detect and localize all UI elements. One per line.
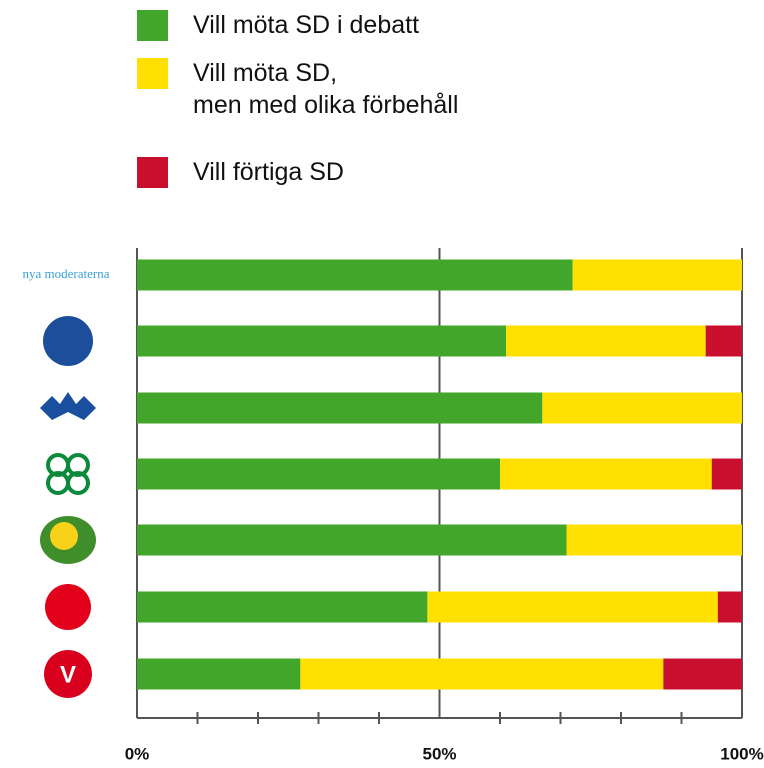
bar-segment [137,392,543,424]
x-tick-label: 0% [125,744,150,763]
x-tick-label: 50% [422,744,456,763]
bar-segment [137,325,507,357]
bar-segment [506,325,706,357]
bar-segment [542,392,742,424]
category-label: nya moderaterna [23,266,110,281]
bar-segment [137,259,573,291]
logo: V [60,661,76,688]
x-tick-label: 100% [720,744,763,763]
bar-segment [137,458,500,490]
bar-segment [566,524,742,556]
bar-segment [663,658,742,690]
logo [45,584,91,630]
logo [43,316,93,366]
bar-segment [137,658,301,690]
bar-segment [300,658,664,690]
legend-label: Vill förtiga SD [193,158,344,186]
bar-segment [717,591,742,623]
logo [50,522,78,550]
legend-label: Vill möta SD, men med olika förbehåll [193,59,459,119]
logo [46,453,90,495]
bar-segment [500,458,712,490]
bar-segment [427,591,718,623]
legend-swatch [137,58,168,89]
bar-segment [711,458,742,490]
bar-segment [137,524,567,556]
logo [44,650,92,698]
legend-swatch [137,157,168,188]
logo [40,392,96,420]
bar-segment [572,259,742,291]
party-logos: V [40,316,96,698]
bar-segment [137,591,428,623]
legend-swatch [137,10,168,41]
bar-segment [705,325,742,357]
legend-label: Vill möta SD i debatt [193,11,420,39]
